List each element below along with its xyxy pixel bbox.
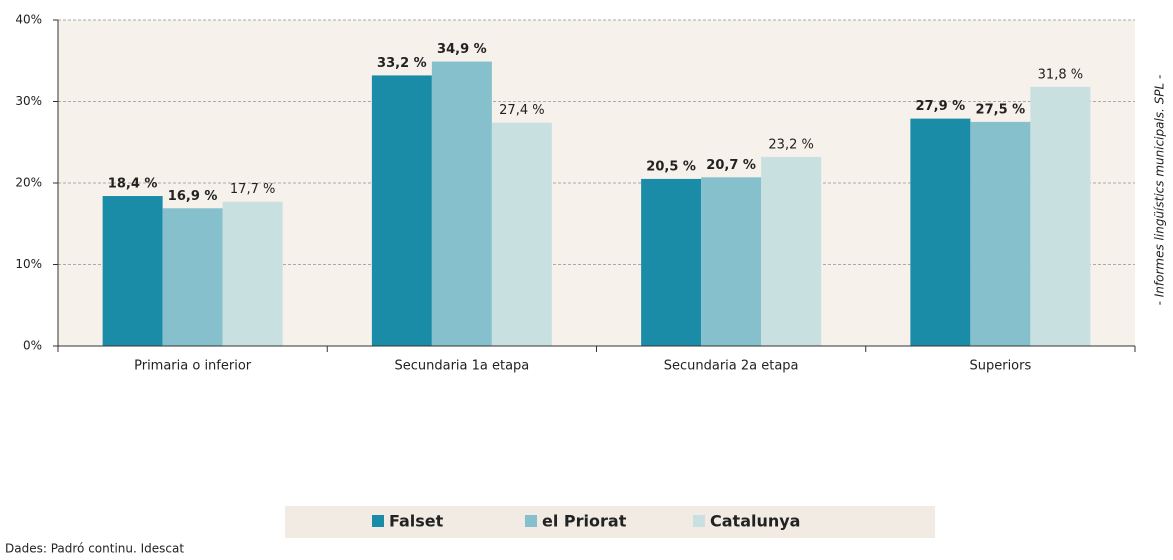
legend-swatch (525, 515, 537, 527)
x-tick-label: Superiors (969, 359, 1031, 374)
side-note: - Informes lingüístics municipals. SPL - (1153, 75, 1167, 306)
y-tick-label: 30% (15, 94, 42, 108)
x-tick-label: Primaria o inferior (134, 359, 252, 374)
bar (431, 61, 492, 346)
bar (970, 121, 1031, 346)
x-tick-label: Secundaria 2a etapa (664, 359, 799, 374)
value-label: 34,9 % (437, 42, 487, 57)
value-label: 17,7 % (230, 182, 275, 197)
value-label: 27,9 % (916, 99, 966, 114)
bar (910, 118, 971, 347)
legend-box (285, 506, 935, 538)
bar (491, 122, 552, 346)
legend-label: Falset (389, 512, 444, 531)
value-label: 20,5 % (646, 159, 696, 174)
bar (102, 196, 163, 346)
y-tick-label: 0% (23, 339, 42, 353)
bar (162, 208, 223, 346)
value-label: 27,5 % (976, 102, 1026, 117)
value-label: 33,2 % (377, 56, 427, 71)
bar (641, 178, 702, 346)
legend-label: el Priorat (542, 512, 627, 531)
source: Dades: Padró continu. Idescat (5, 542, 184, 556)
value-label: 31,8 % (1038, 67, 1083, 82)
y-tick-label: 20% (15, 176, 42, 190)
value-label: 18,4 % (108, 177, 158, 192)
legend-label: Catalunya (710, 512, 800, 531)
value-label: 23,2 % (768, 137, 813, 152)
bar (761, 156, 822, 346)
y-tick-label: 10% (15, 257, 42, 271)
value-label: 27,4 % (499, 103, 544, 118)
value-label: 16,9 % (168, 189, 218, 204)
legend-swatch (693, 515, 705, 527)
value-label: 20,7 % (706, 158, 756, 173)
bar (1030, 86, 1091, 346)
legend-swatch (372, 515, 384, 527)
bar (371, 75, 432, 347)
x-tick-label: Secundaria 1a etapa (394, 359, 529, 374)
y-tick-label: 40% (15, 13, 42, 27)
bar (701, 177, 762, 346)
bar (222, 201, 283, 346)
